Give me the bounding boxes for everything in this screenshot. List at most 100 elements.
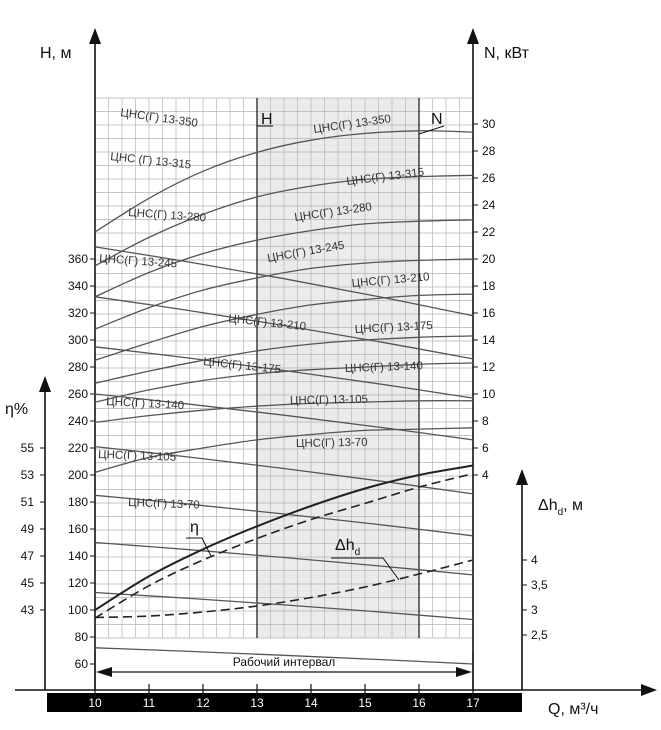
q-ticks: 10 11 12 13 14 15 16 17 <box>88 684 480 710</box>
n-tick-label: 24 <box>482 198 496 212</box>
eta-tick-label: 51 <box>21 495 35 509</box>
power-curve-label: ЦНС(Г) 13-140 <box>345 360 423 375</box>
h-tick-label: 100 <box>68 603 88 617</box>
dh-axis-arrow <box>516 469 528 485</box>
q-axis-title: Q, м³/ч <box>548 701 598 718</box>
power-curve <box>94 400 474 424</box>
axes <box>15 28 657 696</box>
working-interval-label: Рабочий интервал <box>233 655 336 669</box>
dh-tick-label: 2,5 <box>531 628 548 642</box>
n-tick-label: 28 <box>482 144 496 158</box>
q-axis-arrow <box>641 684 657 696</box>
npsh-curve <box>94 559 474 619</box>
dh-axis-title-main: Δh <box>538 497 558 514</box>
q-tick-label: 15 <box>358 696 372 710</box>
h-tick-label: 120 <box>68 576 88 590</box>
h-axis-title: H, м <box>40 45 71 62</box>
eta-tick-label: 53 <box>21 468 35 482</box>
n-tick-label: 10 <box>482 387 496 401</box>
h-ticks: 60 80 100 120 140 160 180 200 220 240 260 280 300 320… <box>68 252 95 671</box>
q-tick-label: 14 <box>304 696 318 710</box>
power-curve <box>94 335 474 384</box>
q-tick-label: 10 <box>88 696 102 710</box>
q-tick-label: 16 <box>412 696 426 710</box>
h-tick-label: 280 <box>68 360 88 374</box>
head-curve-label: ЦНС(Г) 13-105 <box>98 449 176 464</box>
head-curve <box>94 541 474 576</box>
power-curve <box>94 427 474 473</box>
head-curve <box>94 647 474 665</box>
curves <box>94 130 474 665</box>
n-tick-label: 12 <box>482 360 496 374</box>
q-tick-label: 11 <box>143 696 156 710</box>
h-tick-label: 300 <box>68 333 88 347</box>
head-curve <box>94 246 474 317</box>
dh-axis-title-sub: d <box>558 507 564 518</box>
q-tick-label: 12 <box>196 696 210 710</box>
eta-axis-title: η% <box>5 401 28 418</box>
dh-marker-leader <box>331 557 400 581</box>
head-curve <box>94 393 474 441</box>
head-curve-label: ЦНС(Г) 13-245 <box>99 253 178 270</box>
h-axis-arrow <box>89 28 101 44</box>
n-marker-leader <box>418 125 445 135</box>
h-tick-label: 60 <box>75 657 89 671</box>
dh-tick-label: 4 <box>531 553 538 567</box>
n-tick-label: 20 <box>482 252 496 266</box>
n-tick-label: 22 <box>482 225 496 239</box>
interval-arrow-right <box>456 667 472 677</box>
n-tick-label: 26 <box>482 171 496 185</box>
n-marker-label: N <box>431 111 443 128</box>
n-tick-label: 4 <box>482 468 489 482</box>
grid <box>94 97 474 639</box>
q-scale-bar <box>47 693 522 712</box>
eta-tick-label: 45 <box>21 576 35 590</box>
power-curve <box>94 258 474 330</box>
dh-tick-label: 3,5 <box>531 578 548 592</box>
power-curve <box>94 293 474 361</box>
power-curve <box>94 130 474 233</box>
dh-tick-label: 3 <box>531 603 538 617</box>
head-curve <box>94 346 474 399</box>
h-tick-label: 340 <box>68 279 88 293</box>
h-tick-label: 200 <box>68 468 88 482</box>
n-tick-label: 8 <box>482 414 489 428</box>
working-interval: Рабочий интервал <box>94 652 474 684</box>
n-axis-arrow <box>467 28 479 44</box>
interval-arrow-left <box>96 667 112 677</box>
eta-tick-label: 47 <box>21 549 35 563</box>
power-curve <box>94 219 474 298</box>
h-tick-label: 80 <box>75 630 89 644</box>
power-curve-label: ЦНС(Г) 13-175 <box>355 320 434 336</box>
n-tick-label: 6 <box>482 441 489 455</box>
dh-marker-label: Δhd <box>335 537 360 558</box>
eta-marker-leader <box>186 537 212 557</box>
head-curve <box>94 494 474 537</box>
head-curve-label: ЦНС(Г) 13-70 <box>128 497 200 511</box>
dh-marker-main: Δh <box>335 537 355 554</box>
q-tick-label: 13 <box>250 696 264 710</box>
h-tick-label: 220 <box>68 441 88 455</box>
power-curve <box>94 362 474 403</box>
eta-tick-label: 49 <box>21 522 35 536</box>
eta-tick-label: 43 <box>21 603 35 617</box>
power-curve <box>94 174 474 267</box>
h-tick-label: 140 <box>68 549 88 563</box>
q-tick-label: 17 <box>466 696 480 710</box>
power-curve-label: ЦНС(Г) 13-70 <box>296 437 368 450</box>
eta-tick-label: 55 <box>21 441 35 455</box>
dh-ticks: 2,5 3 3,5 4 <box>522 553 548 642</box>
head-curve <box>94 296 474 360</box>
dh-axis-title-unit: , м <box>563 497 583 514</box>
n-tick-label: 30 <box>482 117 496 131</box>
h-tick-label: 180 <box>68 495 88 509</box>
dh-marker-sub: d <box>355 547 361 558</box>
dh-axis-title: Δhd, м <box>538 497 583 518</box>
eta-marker-label: η <box>190 519 199 536</box>
h-tick-label: 320 <box>68 306 88 320</box>
h-tick-label: 360 <box>68 252 88 266</box>
eta-axis-arrow <box>39 376 51 392</box>
efficiency-curve <box>94 464 474 611</box>
head-curve-label: ЦНС(Г) 13-280 <box>128 207 207 224</box>
n-tick-label: 14 <box>482 333 496 347</box>
